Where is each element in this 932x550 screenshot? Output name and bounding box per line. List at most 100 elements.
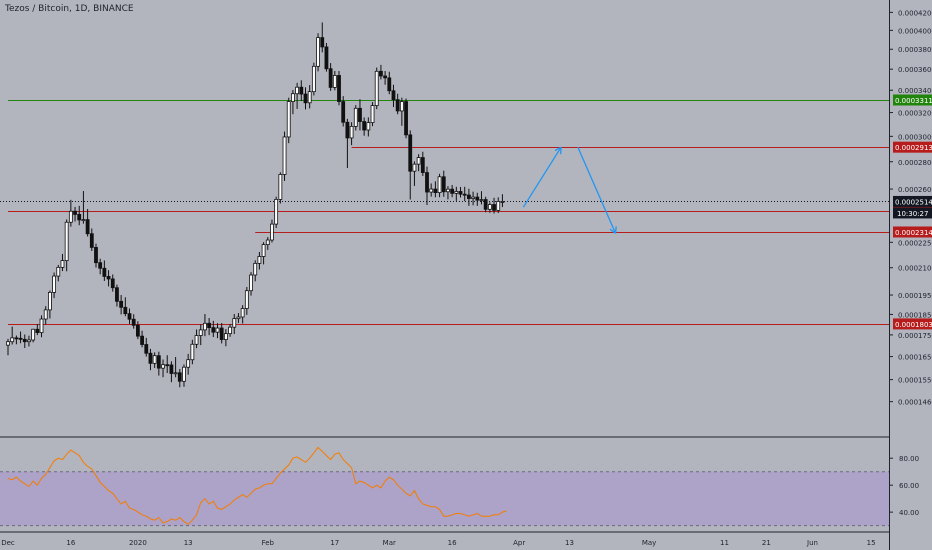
time-tick-label: 11 (720, 539, 729, 547)
time-tick-label: 16 (66, 539, 75, 547)
candle-body (496, 201, 501, 211)
candle (48, 290, 52, 319)
chart-title: Tezos / Bitcoin, 1D, BINANCE (4, 4, 134, 14)
level-price-tag-bg (893, 226, 932, 238)
candle (311, 62, 316, 96)
candle (27, 335, 31, 347)
candle (244, 286, 249, 315)
candle (437, 173, 442, 198)
candle-body (131, 318, 136, 326)
candle-body (190, 343, 195, 361)
level-price-tag-bg (893, 318, 932, 330)
candle-body (152, 355, 157, 364)
candle-body (186, 359, 191, 368)
candle-body (6, 341, 10, 346)
candle-body (420, 157, 425, 173)
candle-body (110, 278, 115, 289)
arrow-head (609, 228, 616, 234)
candle-body (387, 77, 392, 92)
candle (211, 320, 216, 338)
level-price-tag-label: 0.0002913 (895, 144, 932, 152)
candle (165, 355, 170, 374)
candle-body (98, 262, 103, 269)
candle-body (22, 338, 27, 343)
projection-arrow (522, 146, 562, 208)
candle (169, 361, 174, 383)
candle-body (52, 275, 56, 293)
candle-body (232, 318, 237, 328)
candle (156, 351, 161, 376)
candle (161, 359, 165, 378)
candle (441, 170, 446, 197)
candles[interactable] (6, 22, 505, 388)
candle (190, 339, 195, 365)
candle (186, 353, 191, 375)
candle (399, 97, 404, 126)
rsi-line (7, 446, 507, 525)
candle-body (148, 352, 153, 364)
time-tick-label: 21 (762, 539, 771, 547)
candle (144, 337, 149, 357)
candle (127, 308, 132, 324)
candle-body (362, 121, 367, 131)
candle (383, 71, 388, 85)
candle (475, 192, 480, 206)
arrow-shaft (577, 146, 617, 234)
candle (487, 202, 492, 213)
candle (416, 154, 421, 172)
candle-body (123, 306, 128, 315)
candle (408, 130, 413, 200)
time-tick-label: 13 (565, 539, 574, 547)
candle (223, 329, 228, 347)
candle (228, 324, 232, 337)
candle-body (316, 37, 320, 67)
candle-body (135, 324, 140, 337)
candle (115, 284, 119, 307)
candle-body (48, 291, 52, 311)
candle (492, 197, 496, 214)
candle-body (43, 309, 48, 320)
rsi-pane (0, 446, 889, 527)
candle-body (253, 262, 258, 276)
candle (131, 314, 136, 329)
projection-arrows[interactable] (522, 146, 617, 234)
candle (420, 151, 425, 176)
candle (119, 295, 124, 315)
rsi-tick-label: 60.00 (899, 482, 919, 490)
candle-body (39, 318, 44, 333)
candle (10, 326, 15, 345)
candle-body (358, 107, 362, 122)
arrow-head (554, 146, 562, 152)
candle-body (207, 322, 212, 329)
candle-body (177, 372, 182, 382)
candle-body (379, 70, 383, 77)
candle-body (211, 327, 216, 333)
candle (219, 323, 224, 344)
candle-body (106, 276, 111, 280)
candle (265, 237, 270, 250)
level-price-tag-label: 0.0003311 (895, 97, 932, 105)
candle (173, 357, 178, 378)
level-price-tag: 0.0002314 (893, 226, 932, 238)
time-axis[interactable]: Dec 16 2020 13 Feb 17 Mar 16 Apr 13 May 11 21 Jun 15 (1, 539, 875, 547)
candle-body (60, 260, 65, 268)
candle (43, 306, 48, 325)
candle (295, 82, 300, 109)
time-tick-label: 2020 (129, 539, 147, 547)
candle (466, 188, 471, 206)
level-price-tag: 0.0002913 (893, 141, 932, 153)
candle (152, 352, 157, 368)
candle-body (286, 101, 291, 138)
time-tick-label: Jun (806, 539, 818, 547)
candle (299, 80, 304, 101)
candle-body (370, 105, 375, 123)
candle-body (182, 366, 186, 382)
rsi-tick-label: 40.00 (899, 509, 919, 517)
candle-body (64, 221, 69, 262)
arrow-head (614, 226, 617, 234)
